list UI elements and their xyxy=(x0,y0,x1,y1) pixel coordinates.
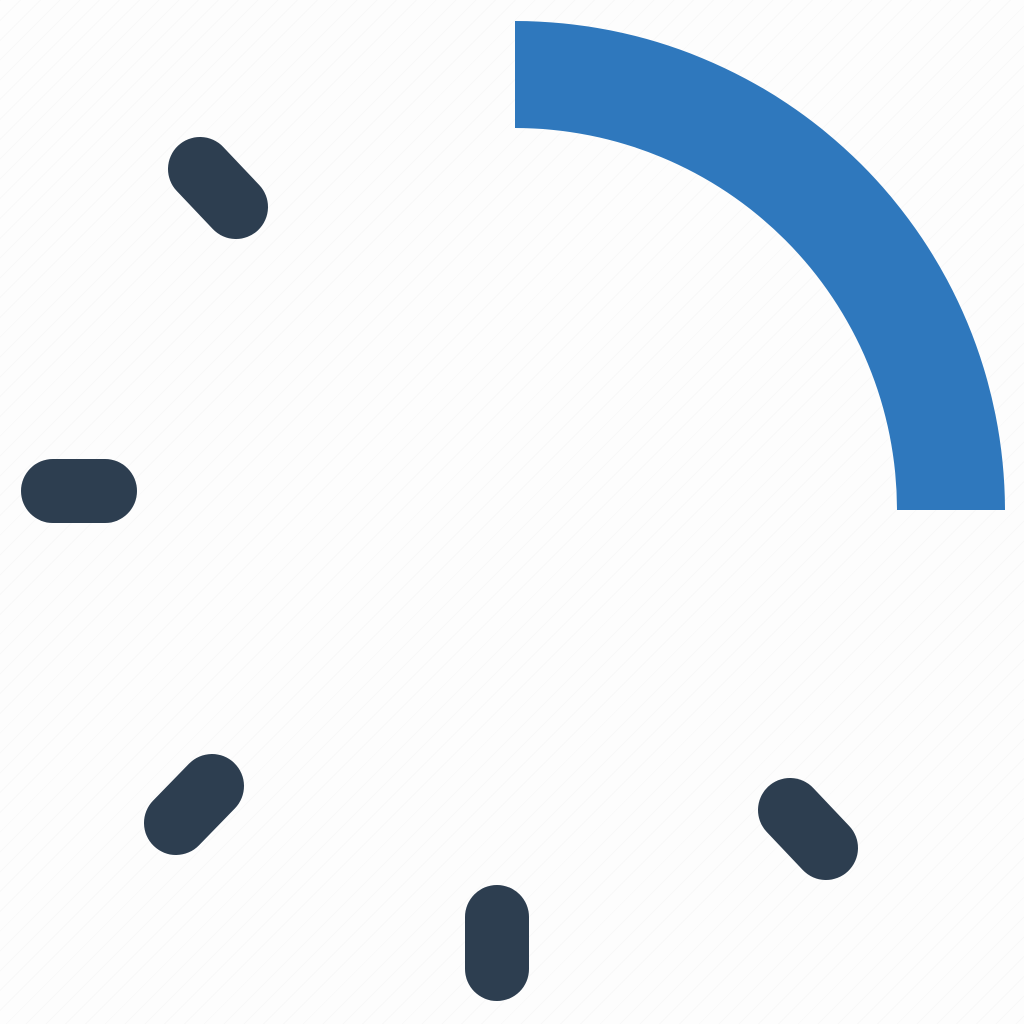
progress-arc xyxy=(515,21,1005,510)
spinner-tick xyxy=(168,137,268,239)
spinner-tick xyxy=(144,754,244,855)
spinner-tick xyxy=(758,778,858,880)
